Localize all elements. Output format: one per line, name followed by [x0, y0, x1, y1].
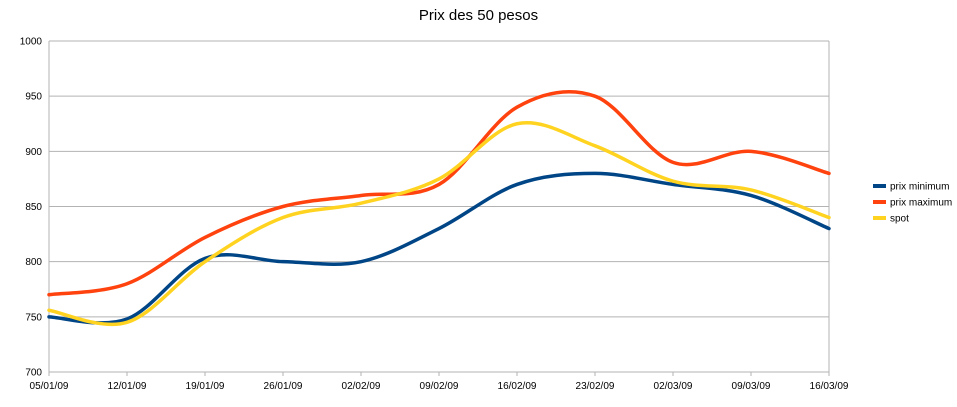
x-tick-label: 23/02/09: [576, 381, 615, 392]
chart-title: Prix des 50 pesos: [418, 7, 539, 24]
grid: [49, 40, 829, 373]
series-lines: [47, 89, 831, 327]
legend-swatch: [873, 200, 886, 204]
legend-label: spot: [890, 214, 909, 225]
y-tick-label: 950: [25, 92, 42, 103]
y-tick-label: 900: [25, 147, 42, 158]
y-tick-label: 750: [25, 312, 42, 323]
series-line-prix-minimum: [47, 171, 831, 325]
x-tick-label: 16/02/09: [498, 381, 537, 392]
x-tick-label: 09/02/09: [420, 381, 459, 392]
legend: prix minimum prix maximum spot: [873, 182, 952, 225]
y-tick-label: 850: [25, 202, 42, 213]
x-tick-label: 12/01/09: [108, 381, 147, 392]
legend-label: prix minimum: [890, 182, 949, 193]
legend-label: prix maximum: [890, 198, 952, 209]
axes: 700 750 800 850 900 950 1000 05/01/09 12/01/09 19…: [20, 37, 849, 393]
series-line-prix-maximum: [47, 89, 831, 297]
series-line-spot: [47, 121, 831, 327]
x-tick-label: 19/01/09: [186, 381, 225, 392]
y-tick-label: 1000: [20, 37, 43, 48]
legend-swatch: [873, 184, 886, 188]
x-tick-label: 02/03/09: [654, 381, 693, 392]
y-tick-label: 700: [25, 368, 42, 379]
x-tick-label: 16/03/09: [810, 381, 849, 392]
y-tick-label: 800: [25, 257, 42, 268]
x-tick-label: 05/01/09: [30, 381, 69, 392]
x-tick-label: 26/01/09: [264, 381, 303, 392]
legend-swatch: [873, 216, 886, 220]
x-tick-label: 09/03/09: [732, 381, 771, 392]
x-tick-label: 02/02/09: [342, 381, 381, 392]
